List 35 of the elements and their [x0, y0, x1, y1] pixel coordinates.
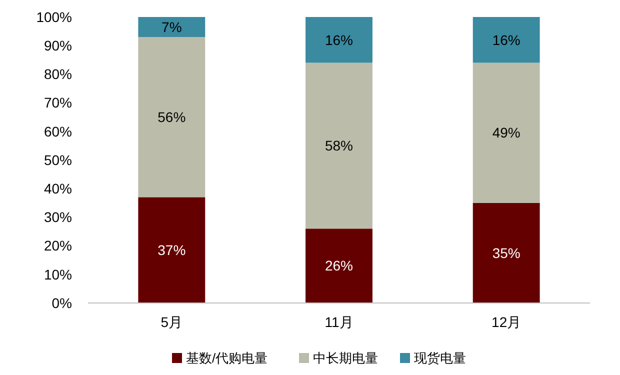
y-tick-label: 80%	[44, 66, 72, 82]
legend-label: 基数/代购电量	[186, 350, 268, 366]
bar	[306, 17, 372, 63]
data-label: 58%	[324, 138, 354, 154]
data-label: 37%	[158, 242, 186, 258]
legend-label: 现货电量	[414, 350, 466, 366]
bar	[472, 62, 540, 203]
bar	[472, 202, 540, 303]
y-tick-label: 30%	[44, 209, 72, 226]
data-label: 35%	[492, 244, 520, 261]
x-tick-label: 12月	[492, 314, 522, 330]
data-label: 16%	[324, 32, 354, 48]
data-label: 56%	[158, 109, 186, 125]
x-tick-label: 11月	[324, 314, 354, 330]
y-tick-label: 40%	[44, 180, 72, 196]
bar	[138, 17, 206, 38]
data-label: 16%	[492, 32, 520, 48]
y-tick-label: 10%	[44, 266, 72, 282]
y-tick-label: 100%	[36, 8, 72, 25]
data-label: 7%	[162, 18, 182, 35]
bar	[306, 62, 372, 229]
legend-label: 中长期电量	[313, 350, 378, 366]
x-tick-label: 5月	[160, 314, 183, 330]
bar	[306, 228, 372, 303]
bar	[472, 17, 540, 63]
y-tick-label: 70%	[44, 94, 72, 111]
bar	[138, 37, 206, 198]
data-label: 49%	[492, 124, 520, 141]
y-tick-label: 50%	[44, 152, 72, 168]
y-tick-label: 20%	[44, 238, 72, 254]
y-tick-label: 0%	[52, 294, 72, 311]
data-label: 26%	[324, 258, 354, 274]
y-tick-label: 90%	[44, 38, 72, 54]
y-tick-label: 60%	[44, 123, 72, 140]
bar	[138, 197, 206, 303]
